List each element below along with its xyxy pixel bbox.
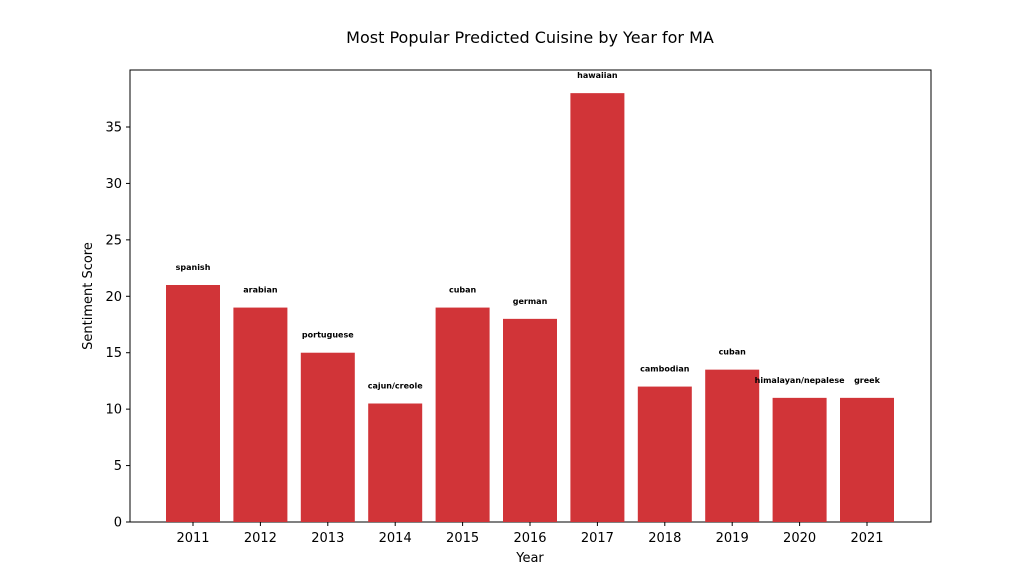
y-tick-label-30: 30 <box>105 177 122 192</box>
x-tick-label-2019: 2019 <box>716 531 749 546</box>
y-tick-label-20: 20 <box>105 290 122 305</box>
x-tick-label-2015: 2015 <box>446 531 479 546</box>
bar-label-2011: spanish <box>176 263 211 272</box>
bar-label-2020: himalayan/nepalese <box>755 376 845 385</box>
x-tick-label-2021: 2021 <box>850 531 883 546</box>
x-tick-label-2018: 2018 <box>648 531 681 546</box>
bar-label-2015: cuban <box>449 286 477 295</box>
bar-2019 <box>705 369 760 522</box>
x-tick-label-2012: 2012 <box>244 531 277 546</box>
y-tick-label-0: 0 <box>114 516 122 531</box>
x-tick-label-2011: 2011 <box>176 531 209 546</box>
bar-label-2013: portuguese <box>302 331 354 340</box>
x-tick-label-2013: 2013 <box>311 531 344 546</box>
bar-2020 <box>772 397 827 522</box>
bar-2011 <box>166 285 220 522</box>
bars-group <box>166 93 894 523</box>
x-tick-label-2017: 2017 <box>581 531 614 546</box>
y-tick-label-25: 25 <box>105 233 122 248</box>
bar-2012 <box>233 307 288 522</box>
bar-2015 <box>435 307 490 522</box>
y-tick-label-15: 15 <box>105 346 122 361</box>
bar-label-2012: arabian <box>243 286 278 295</box>
y-axis-label: Sentiment Score <box>81 242 96 350</box>
bar-label-2014: cajun/creole <box>368 382 424 391</box>
bar-labels-group: spanish arabian portuguese cajun/creole cuba… <box>176 71 881 390</box>
bar-label-2021: greek <box>854 376 881 385</box>
x-tick-label-2016: 2016 <box>513 531 546 546</box>
bar-label-2017: hawaiian <box>577 71 618 80</box>
bar-2013 <box>300 352 355 522</box>
bar-label-2018: cambodian <box>640 365 690 374</box>
bar-label-2016: german <box>513 297 548 306</box>
bar-2014 <box>368 403 423 522</box>
y-tick-label-10: 10 <box>105 403 122 418</box>
x-axis-label: Year <box>515 551 544 566</box>
x-tick-label-2014: 2014 <box>379 531 412 546</box>
bar-label-2019: cuban <box>719 348 747 357</box>
chart-title: Most Popular Predicted Cuisine by Year f… <box>346 28 714 47</box>
y-tick-label-35: 35 <box>105 121 122 136</box>
x-tick-label-2020: 2020 <box>783 531 816 546</box>
bar-2021 <box>840 397 894 522</box>
bar-2018 <box>637 386 692 522</box>
y-tick-label-5: 5 <box>114 459 122 474</box>
y-axis: 0 5 10 15 20 25 30 35 <box>105 121 130 531</box>
bar-2016 <box>503 318 557 522</box>
bar-2017 <box>570 93 625 523</box>
x-axis: 2011 2012 2013 2014 2015 2016 2017 2018 2019 2020… <box>176 522 884 546</box>
